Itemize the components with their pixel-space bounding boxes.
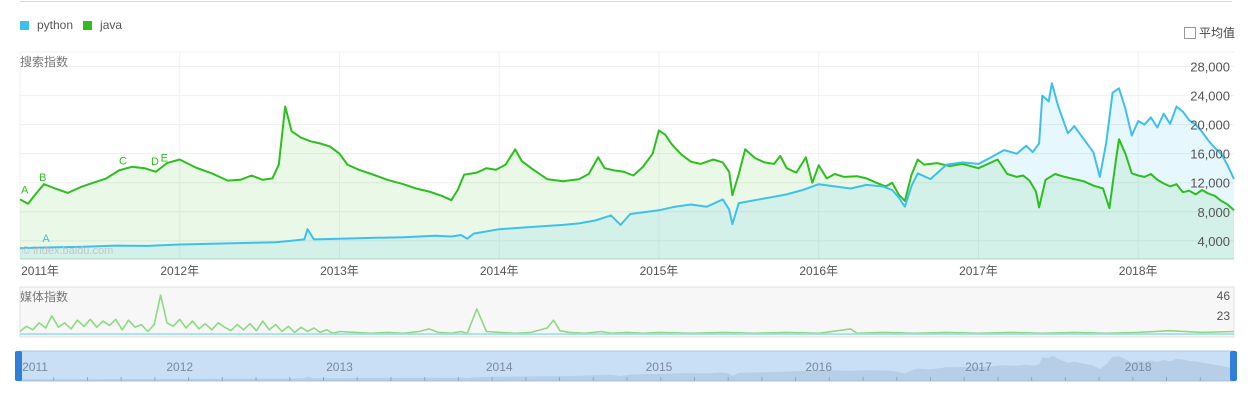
legend-label-java: java — [100, 18, 123, 32]
navigator-year-label: 2016 — [805, 360, 832, 374]
main-x-tick-label: 2013年 — [320, 264, 359, 278]
range-navigator: 2011 2012 2013 2014 2015 2016 2017 2018 — [15, 350, 1237, 382]
line-java — [19, 105, 1235, 212]
line-python — [19, 82, 1235, 250]
legend-item-java[interactable]: java — [83, 18, 122, 32]
media-line-java — [19, 294, 1235, 335]
annotation-java-A[interactable]: A — [21, 184, 29, 196]
main-y-tick-label: 28,000 — [1190, 60, 1230, 75]
media-y-tick-label: 23 — [1217, 309, 1231, 323]
main-grid — [19, 51, 1234, 260]
average-checkbox[interactable] — [1184, 26, 1196, 39]
main-x-tick-label: 2011年 — [21, 264, 59, 278]
main-y-tick-label: 20,000 — [1190, 118, 1230, 133]
legend-label-python: python — [37, 18, 74, 32]
media-panel-bg — [19, 286, 1235, 338]
navigator-year-label: 2015 — [646, 360, 673, 374]
media-panel — [19, 286, 1235, 338]
annotation-java-D[interactable]: D — [151, 156, 159, 168]
annotation-python-A[interactable]: A — [42, 233, 50, 245]
main-lines — [19, 82, 1235, 250]
media-y-tick-label: 46 — [1217, 289, 1231, 303]
search-index-title: 搜索指数 — [20, 54, 68, 69]
main-y-tick-label: 12,000 — [1190, 176, 1230, 191]
watermark: © index.baidu.com — [22, 245, 113, 257]
annotation-java-E[interactable]: E — [161, 152, 168, 164]
main-y-tick-label: 16,000 — [1190, 147, 1230, 162]
main-x-tick-label: 2012年 — [160, 264, 199, 278]
average-toggle[interactable]: 平均值 — [1184, 24, 1235, 41]
top-rule — [20, 1, 1232, 2]
legend: python java — [20, 18, 132, 32]
navigator-handle-left[interactable] — [15, 351, 22, 381]
main-x-tick-label: 2015年 — [640, 264, 679, 278]
navigator-silhouette — [20, 355, 1234, 381]
navigator-handle-right[interactable] — [1230, 351, 1237, 381]
media-index-title: 媒体指数 — [20, 289, 68, 304]
legend-swatch-java — [83, 20, 93, 30]
main-x-tick-label: 2016年 — [799, 264, 838, 278]
main-y-ticks: 4,000 8,000 12,000 16,000 20,000 24,000 28,000 — [1190, 60, 1230, 249]
annotation-java-C[interactable]: C — [119, 155, 127, 167]
navigator-year-label: 2012 — [166, 360, 193, 374]
main-x-tick-label: 2014年 — [480, 264, 519, 278]
area-python — [20, 83, 1234, 259]
annotation-java-B[interactable]: B — [39, 172, 46, 184]
legend-item-python[interactable]: python — [20, 18, 73, 32]
main-x-tick-label: 2017年 — [959, 264, 998, 278]
main-x-ticks: 2011年 2012年 2013年 2014年 2015年 2016年 2017年 2018年 — [21, 264, 1157, 278]
main-y-tick-label: 4,000 — [1197, 234, 1230, 249]
main-annotations: ABC D EA — [21, 152, 168, 245]
navigator-year-label: 2017 — [965, 360, 992, 374]
main-areas — [20, 83, 1234, 259]
legend-swatch-python — [20, 20, 29, 30]
navigator-year-label: 2011 — [22, 360, 48, 374]
average-label: 平均值 — [1199, 26, 1236, 40]
main-y-tick-label: 24,000 — [1190, 89, 1230, 104]
navigator-year-label: 2018 — [1125, 360, 1152, 374]
navigator-selection[interactable] — [19, 350, 1235, 382]
main-y-tick-label: 8,000 — [1197, 205, 1230, 220]
media-lines — [19, 294, 1235, 335]
navigator-year-label: 2014 — [486, 360, 513, 374]
navigator-year-label: 2013 — [326, 360, 353, 374]
main-x-tick-label: 2018年 — [1119, 264, 1158, 278]
